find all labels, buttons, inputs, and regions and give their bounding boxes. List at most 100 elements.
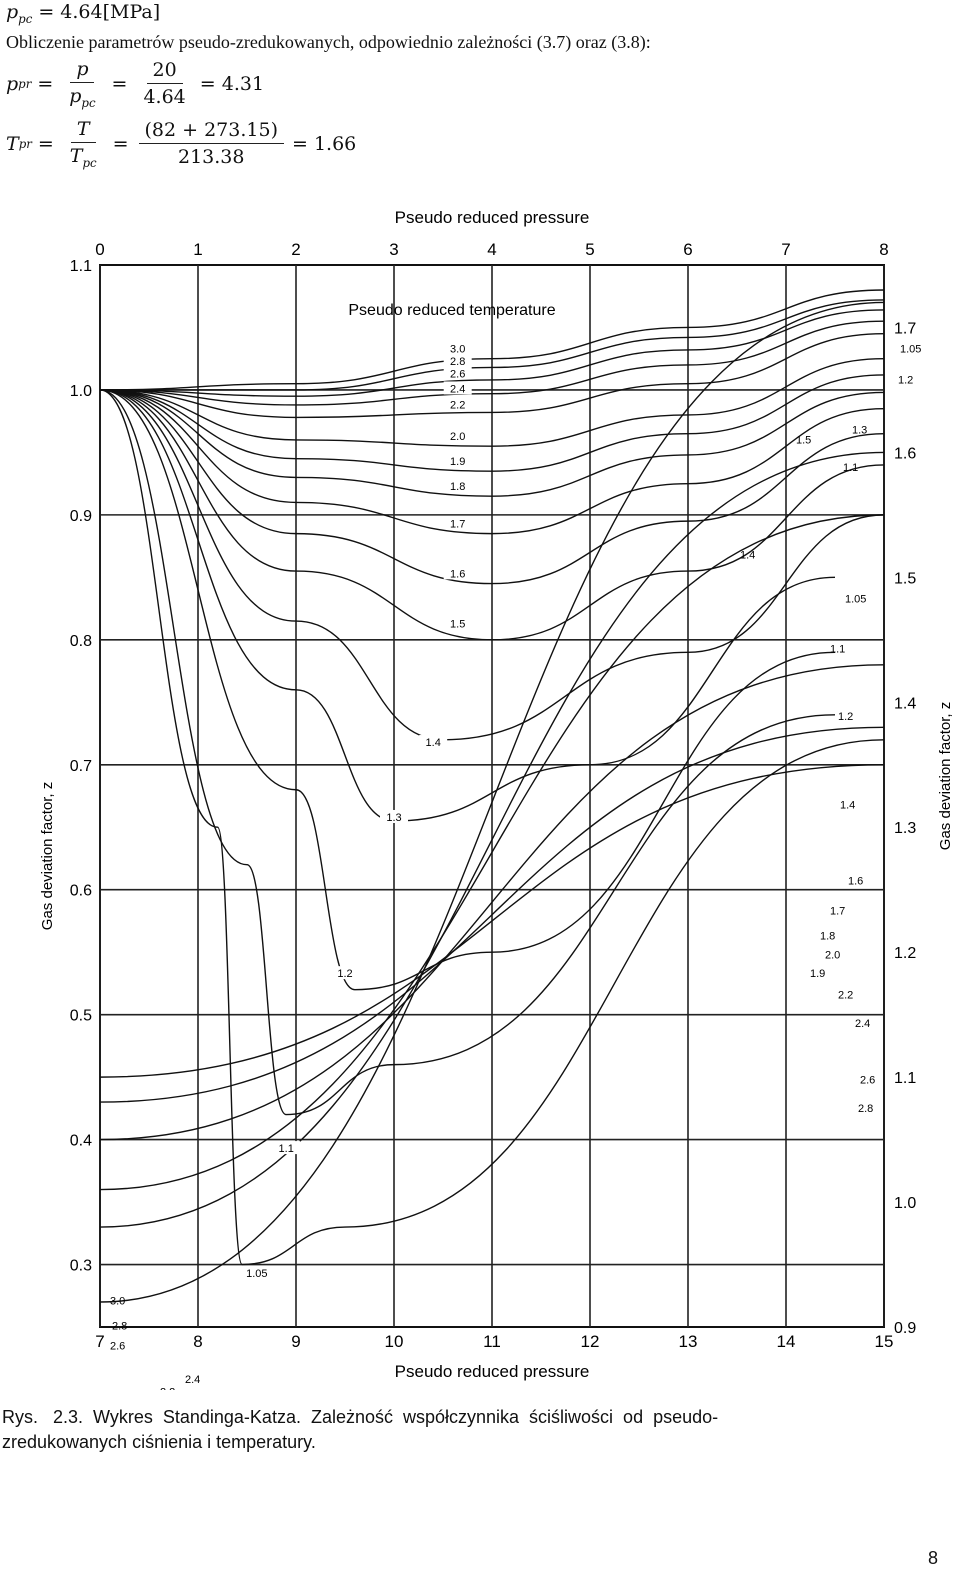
inner-label-tpr: Pseudo reduced temperature [348,302,555,319]
ppr-frac2-num: 20 [146,59,183,85]
x-top-tick-label: 5 [585,240,594,259]
ppc-symbol: p [6,1,19,23]
x-top-tick-label: 6 [683,240,692,259]
tpr-label-bg [419,735,448,749]
tpr-label-upper: 1.5 [450,618,465,630]
tpr-label-right: 1.1 [830,643,845,655]
x-top-tick-label: 3 [389,240,398,259]
y-right-tick-label: 1.3 [894,820,916,837]
tpr-eq2: = [112,132,129,155]
tpr-label-lower: 2.6 [110,1340,125,1352]
ppr-frac1-den-sub: pc [81,95,96,110]
tpr-label-right: 1.05 [845,593,866,605]
y-left-tick-label: 0.8 [70,633,92,650]
ppr-frac1-den: p [69,85,82,107]
y-left-tick-label: 0.7 [70,758,92,775]
tpr-label-bg [443,616,472,630]
tpr-label-bg [443,353,472,367]
tpr-label-bg [443,516,472,530]
x-top-tick-label: 2 [291,240,300,259]
x-top-tick-label: 7 [781,240,790,259]
tpr-label-bg [443,566,472,580]
tpr-label-upper: 2.4 [450,383,465,395]
ppr-frac2-den: 4.64 [143,86,186,109]
curve-upper-tpr [99,358,885,447]
tpr-label-lower: 2.8 [112,1320,127,1332]
y-left-tick-label: 0.4 [70,1133,92,1150]
tpr-label-upper: 1.6 [450,568,465,580]
tpr-frac2-den: 213.38 [178,146,245,169]
tpr-label-bg [242,1266,271,1280]
y-left-tick-label: 0.9 [70,508,92,525]
chart-canvas: 0 1 2 3 4 5 6 7 87 8 9 10 11 12 13 14 151.11.00.90.80.70… [39,208,954,1390]
y-right-tick-label: 1.0 [894,1195,916,1212]
tpr-label-right: 1.2 [898,375,913,387]
curve-lower-tpr [99,764,885,1078]
tpr-symbol: T [6,132,19,155]
tpr-label-bg [443,453,472,467]
curve-lower-tpr [99,514,885,1191]
tpr-fraction-symbolic: T Tpc [64,118,103,170]
tpr-subscript: pr [18,136,32,151]
tpr-label-right: 2.2 [838,989,853,1001]
tpr-label-lower: 2.2 [160,1387,175,1390]
tick-layer: 0 1 2 3 4 5 6 7 87 8 9 10 11 12 13 14 151.11.00.90.80.70… [70,240,917,1351]
curve-lower-tpr [99,451,885,1228]
tpr-label-bg [443,397,472,411]
curve-lower-tpr [99,664,885,1141]
tpr-label-right: 1.5 [796,435,811,447]
ppr-eq2: = [111,72,128,95]
y-right-tick-label: 1.4 [894,695,916,712]
ppc-equation: ppc = 4.64[MPa] [6,0,160,31]
tpr-label-lower: 3.0 [110,1296,125,1308]
tpr-label-right: 1.4 [840,799,855,811]
curve-lower-tpr [99,726,885,1103]
tpr-label-upper: 3.0 [450,343,465,355]
ppr-result: = 4.31 [199,72,265,95]
x-bottom-tick-label: 10 [385,1332,404,1351]
x-bottom-tick-label: 15 [875,1332,894,1351]
tpr-label-upper: 1.1 [279,1143,294,1155]
x-bottom-tick-label: 13 [679,1332,698,1351]
curve-upper-tpr [99,289,885,391]
x-bottom-axis-title: Pseudo reduced pressure [395,1362,590,1381]
tpr-label-bg [443,428,472,442]
label-layer: Pseudo reduced pressure Pseudo reduced pr… [39,208,954,1390]
y-left-tick-label: 0.3 [70,1258,92,1275]
series-layer [99,289,885,1303]
y-right-tick-label: 1.7 [894,320,916,337]
intro-text: Obliczenie parametrów pseudo-zredukowany… [6,32,651,52]
x-bottom-tick-label: 8 [193,1332,202,1351]
ppc-value: = 4.64[MPa] [38,1,161,23]
tpr-label-right: 1.1 [843,462,858,474]
tpr-label-right: 1.9 [810,968,825,980]
tpr-label-upper: 2.8 [450,356,465,368]
tpr-label-bg [331,966,359,980]
tpr-frac1-den: T [69,145,83,167]
curve-upper-tpr [99,299,885,391]
tpr-label-right: 2.8 [858,1103,873,1115]
curve-upper-tpr [99,374,885,472]
x-bottom-tick-label: 14 [777,1332,796,1351]
tpr-frac1-den-sub: pc [82,155,97,170]
tpr-label-lower: 2.4 [185,1374,200,1386]
y-left-tick-label: 1.0 [70,383,92,400]
curve-lower-tpr [99,301,885,1303]
y-left-tick-label: 0.6 [70,883,92,900]
curve-upper-tpr [99,333,885,419]
tpr-label-bg [272,1141,301,1155]
page-number: 8 [928,1548,939,1568]
tpr-label-right: 1.7 [830,906,845,918]
tpr-label-upper: 1.4 [426,737,441,749]
ppr-subscript: pr [18,76,32,91]
y-right-axis-title: Gas deviation factor, z [937,702,954,850]
caption-line-1: Rys. 2.3. Wykres Standinga-Katza. Zależn… [2,1407,719,1427]
caption-line-2: zredukowanych ciśnienia i temperatury. [2,1432,316,1452]
tpr-label-right: 1.6 [848,876,863,888]
x-top-tick-label: 1 [193,240,202,259]
tpr-label-right: 2.0 [825,949,840,961]
tpr-label-right: 1.8 [820,931,835,943]
y-left-axis-title: Gas deviation factor, z [39,782,56,930]
tpr-label-bg [443,341,472,355]
